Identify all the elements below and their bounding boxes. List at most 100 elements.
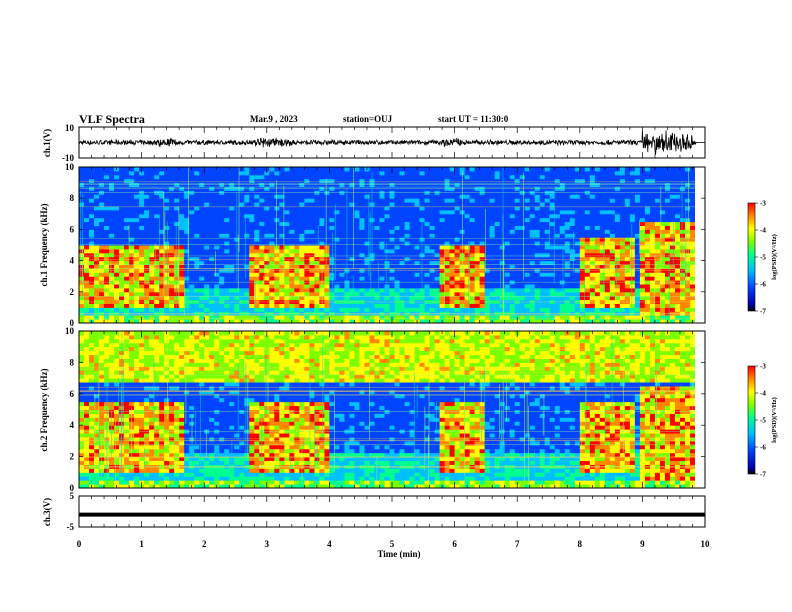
spectrogram-cell [289,233,295,238]
spectrogram-cell [514,245,521,250]
spectrogram-cell [149,291,155,297]
spectrogram-cell [484,206,491,211]
spectrogram-cell [499,287,506,293]
spectrogram-cell [99,202,105,207]
spectrogram-cell [634,319,641,323]
spectrogram-cell [609,252,616,258]
spectrogram-cell [454,206,461,211]
spectrogram-cell [264,303,270,308]
spectrogram-cell [634,229,641,234]
spectrogram-cell [364,252,370,258]
spectrogram-cell [469,284,476,289]
spectrogram-cell [439,233,446,238]
spectrogram-cell [194,245,200,250]
spectrogram-cell [609,217,616,223]
spectrogram-cell [179,167,185,172]
spectrogram-cell [129,221,135,226]
spectrogram-cell [689,303,696,308]
spectrogram-cell [189,264,195,269]
spectrogram-cell [419,198,426,203]
spectrogram-cell [284,291,290,297]
spectrogram-cell [164,295,170,301]
spectrogram-cell [409,245,416,250]
spectrogram-cell [624,307,631,312]
spectrogram-cell [109,206,115,211]
spectrogram-cell [319,241,325,246]
spectrogram-cell [129,252,135,258]
spectrogram-cell [394,260,401,265]
spectrogram-cell [89,178,95,184]
spectrogram-cell [109,307,115,312]
spectrogram-cell [114,307,120,312]
spectrogram-cell [124,256,130,262]
spectrogram-cell [239,256,245,262]
spectrogram-cell [264,174,270,180]
spectrogram-cell [309,252,315,258]
spectrogram-cell [134,284,140,289]
spectrogram-cell [374,194,380,199]
spectrogram-cell [499,167,506,172]
spectrogram-cell [279,233,285,238]
spectrogram-cell [319,252,325,258]
spectrogram-cell [519,178,526,184]
spectrogram-cell [464,248,471,254]
spectrogram-cell [459,287,466,293]
spectrogram-cell [219,167,225,172]
spectrogram-cell [614,241,621,246]
ch1-waveform-panel: 10 -10 ch.1(V) [42,123,706,163]
spectrogram-cell [584,315,591,320]
spectrogram-cell [369,276,375,281]
spectrogram-cell [539,307,546,312]
spectrogram-cell [239,225,245,230]
spectrogram-cell [269,252,275,258]
spectrogram-cell [604,291,611,297]
spectrogram-cell [259,284,265,289]
spectrogram-cell [589,245,596,250]
spectrogram-cell [194,167,200,172]
spectrogram-cell [214,225,220,230]
spectrogram-cell [604,256,611,262]
spectrogram-cell [109,291,115,297]
spectrogram-cell [514,256,521,262]
spectrogram-cell [414,276,421,281]
spectrogram-cell [154,276,160,281]
spectrogram-cell [339,241,345,246]
spectrogram-cell [424,248,431,254]
spectrogram-cell [669,260,676,265]
spectrogram-cell [204,167,210,172]
spectrogram-cell [479,233,486,238]
spectrogram-cell [399,233,406,238]
spectrogram-cell [329,213,335,219]
spectrogram-cell [494,221,501,226]
spectrogram-cell [199,241,205,246]
spectrogram-cell [554,291,561,297]
spectrogram-cell [414,287,421,293]
spectrogram-cell [219,217,225,223]
spectrogram-cell [534,276,541,281]
spectrogram-cell [264,287,270,293]
spectrogram-cell [514,248,521,254]
spectrogram-cell [284,167,290,172]
spectrogram-cell [594,221,601,226]
spectrogram-cell [329,229,335,234]
spectrogram-cell [184,315,190,320]
spectrogram-cell [189,245,195,250]
spectrogram-cell [629,287,636,293]
spectrogram-cell [434,252,441,258]
spectrogram-cell [164,233,170,238]
spectrogram-cell [534,264,541,269]
spectrogram-cell [609,295,616,301]
spectrogram-cell [339,276,345,281]
spectrogram-cell [189,213,195,219]
spectrogram-cell [389,229,396,234]
spectrogram-cell [249,209,255,215]
spectrogram-cell [564,295,571,301]
spectrogram-cell [114,229,120,234]
spectrogram-cell [544,248,551,254]
spectrogram-cell [634,291,641,297]
spectrogram-cell [489,307,496,312]
spectrogram-cell [444,221,451,226]
spectrogram-cell [484,287,491,293]
spectrogram-cell [419,245,426,250]
spectrogram-cell [284,202,290,207]
